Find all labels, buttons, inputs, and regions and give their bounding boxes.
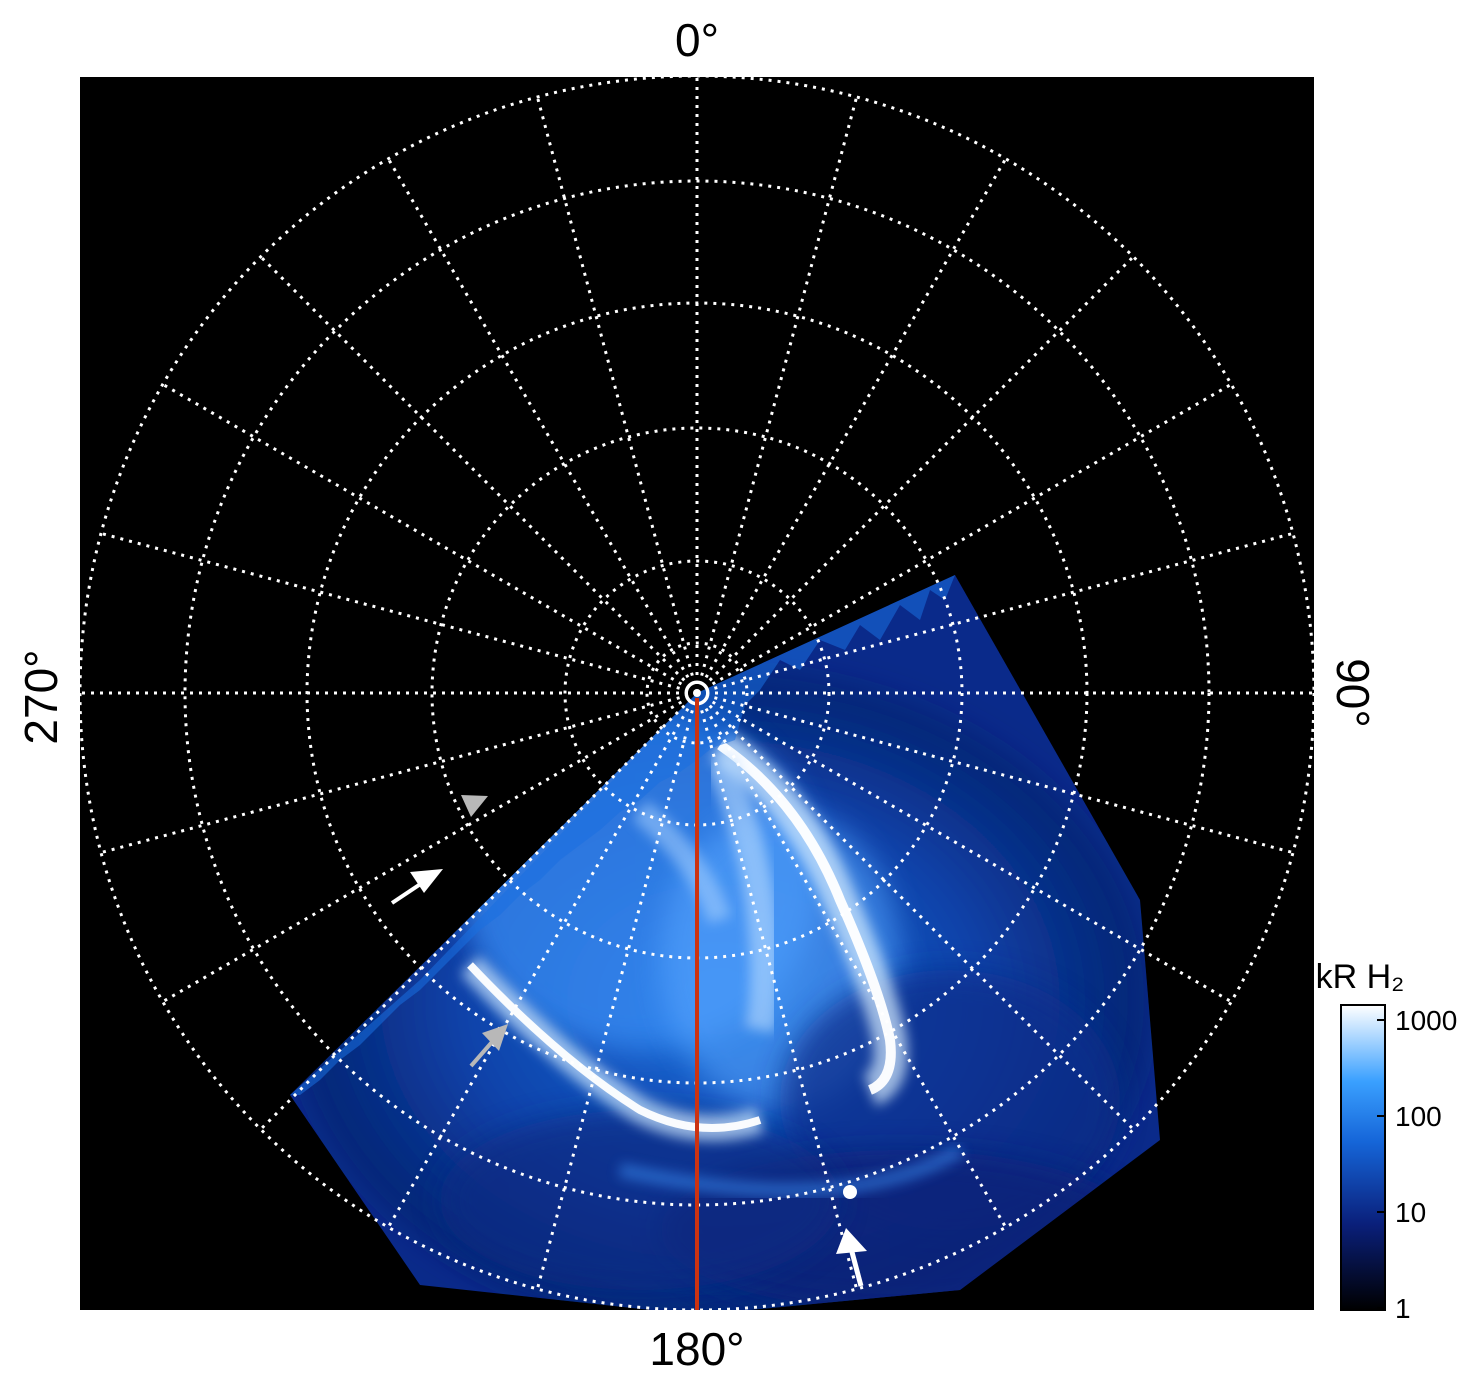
colorbar: kR H₂ 1000 100 10 1 xyxy=(1316,958,1458,1324)
annotation-arrows xyxy=(390,795,867,1287)
colorbar-gradient xyxy=(1340,1004,1386,1311)
label-left: 270° xyxy=(15,649,67,744)
label-top: 0° xyxy=(675,14,719,66)
label-bottom: 180° xyxy=(649,1323,744,1375)
aurora-emission xyxy=(290,575,1160,1310)
arrow-white-bottom xyxy=(836,1228,867,1287)
arrow-gray-bottom xyxy=(469,1024,508,1068)
colorbar-tick-1: 1 xyxy=(1395,1293,1411,1324)
arrow-gray-top xyxy=(461,795,488,817)
label-right: 90° xyxy=(1327,658,1379,728)
colorbar-tick-10: 10 xyxy=(1395,1197,1426,1228)
polar-graticule xyxy=(80,77,1314,1310)
colorbar-tick-1000: 1000 xyxy=(1395,1005,1457,1036)
colorbar-unit-label: kR H₂ xyxy=(1316,958,1405,996)
arrow-white-left xyxy=(390,869,443,905)
colorbar-tick-100: 100 xyxy=(1395,1101,1442,1132)
